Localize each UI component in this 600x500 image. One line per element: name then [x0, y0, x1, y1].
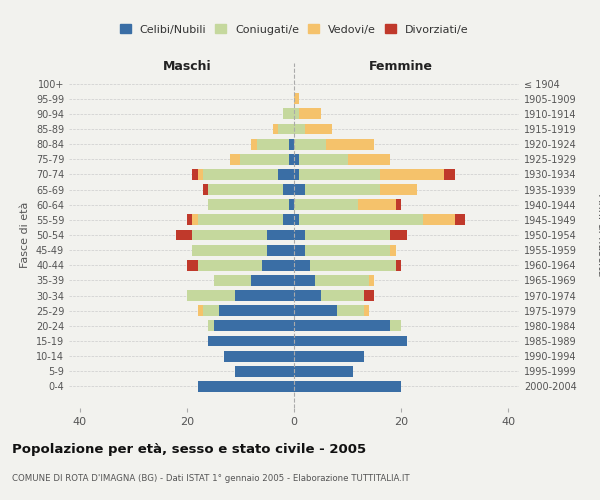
Bar [305, 124, 331, 134]
Bar [283, 214, 294, 226]
Bar [299, 108, 321, 120]
Bar [337, 305, 364, 316]
Bar [380, 184, 417, 195]
Bar [262, 260, 294, 270]
Bar [299, 169, 380, 180]
Text: Popolazione per età, sesso e stato civile - 2005: Popolazione per età, sesso e stato civil… [12, 442, 366, 456]
Bar [267, 244, 294, 256]
Bar [294, 244, 305, 256]
Bar [187, 214, 192, 226]
Bar [176, 230, 192, 240]
Bar [294, 290, 321, 301]
Y-axis label: Anni di nascita: Anni di nascita [596, 194, 600, 276]
Bar [294, 366, 353, 376]
Legend: Celibi/Nubili, Coniugati/e, Vedovi/e, Divorziati/e: Celibi/Nubili, Coniugati/e, Vedovi/e, Di… [115, 20, 473, 39]
Bar [267, 230, 294, 240]
Bar [283, 184, 294, 195]
Bar [316, 275, 369, 286]
Bar [364, 305, 369, 316]
Bar [208, 200, 289, 210]
Bar [294, 350, 364, 362]
Bar [224, 350, 294, 362]
Bar [192, 214, 197, 226]
Bar [235, 290, 294, 301]
Bar [294, 260, 310, 270]
Bar [358, 200, 396, 210]
Bar [203, 169, 278, 180]
Bar [422, 214, 455, 226]
Bar [326, 138, 374, 149]
Bar [294, 320, 391, 332]
Bar [283, 108, 294, 120]
Bar [444, 169, 455, 180]
Bar [241, 154, 289, 165]
Bar [305, 244, 391, 256]
Y-axis label: Fasce di età: Fasce di età [20, 202, 30, 268]
Bar [192, 169, 197, 180]
Bar [208, 320, 214, 332]
Bar [257, 138, 289, 149]
Bar [235, 366, 294, 376]
Bar [289, 200, 294, 210]
Bar [391, 320, 401, 332]
Bar [230, 154, 241, 165]
Bar [197, 381, 294, 392]
Bar [347, 154, 391, 165]
Text: COMUNE DI ROTA D'IMAGNA (BG) - Dati ISTAT 1° gennaio 2005 - Elaborazione TUTTITA: COMUNE DI ROTA D'IMAGNA (BG) - Dati ISTA… [12, 474, 410, 483]
Bar [197, 169, 203, 180]
Bar [294, 169, 299, 180]
Bar [294, 275, 316, 286]
Bar [208, 184, 283, 195]
Bar [310, 260, 396, 270]
Bar [187, 260, 197, 270]
Bar [289, 154, 294, 165]
Bar [305, 184, 380, 195]
Bar [214, 275, 251, 286]
Bar [294, 124, 305, 134]
Bar [187, 290, 235, 301]
Bar [321, 290, 364, 301]
Bar [294, 94, 299, 104]
Bar [219, 305, 294, 316]
Bar [278, 124, 294, 134]
Bar [192, 230, 267, 240]
Bar [294, 184, 305, 195]
Bar [197, 260, 262, 270]
Bar [391, 244, 396, 256]
Bar [294, 108, 299, 120]
Bar [197, 214, 283, 226]
Bar [203, 305, 219, 316]
Bar [208, 336, 294, 346]
Bar [299, 214, 422, 226]
Bar [294, 336, 407, 346]
Bar [369, 275, 374, 286]
Bar [305, 230, 391, 240]
Bar [294, 230, 305, 240]
Bar [214, 320, 294, 332]
Bar [391, 230, 407, 240]
Bar [289, 138, 294, 149]
Bar [251, 138, 257, 149]
Bar [364, 290, 374, 301]
Bar [396, 200, 401, 210]
Bar [272, 124, 278, 134]
Bar [278, 169, 294, 180]
Bar [299, 154, 347, 165]
Bar [197, 305, 203, 316]
Bar [294, 138, 326, 149]
Bar [294, 200, 358, 210]
Bar [192, 244, 267, 256]
Bar [294, 305, 337, 316]
Bar [294, 214, 299, 226]
Text: Maschi: Maschi [163, 60, 211, 73]
Bar [455, 214, 466, 226]
Bar [203, 184, 208, 195]
Bar [396, 260, 401, 270]
Text: Femmine: Femmine [369, 60, 433, 73]
Bar [251, 275, 294, 286]
Bar [380, 169, 444, 180]
Bar [294, 154, 299, 165]
Bar [294, 381, 401, 392]
